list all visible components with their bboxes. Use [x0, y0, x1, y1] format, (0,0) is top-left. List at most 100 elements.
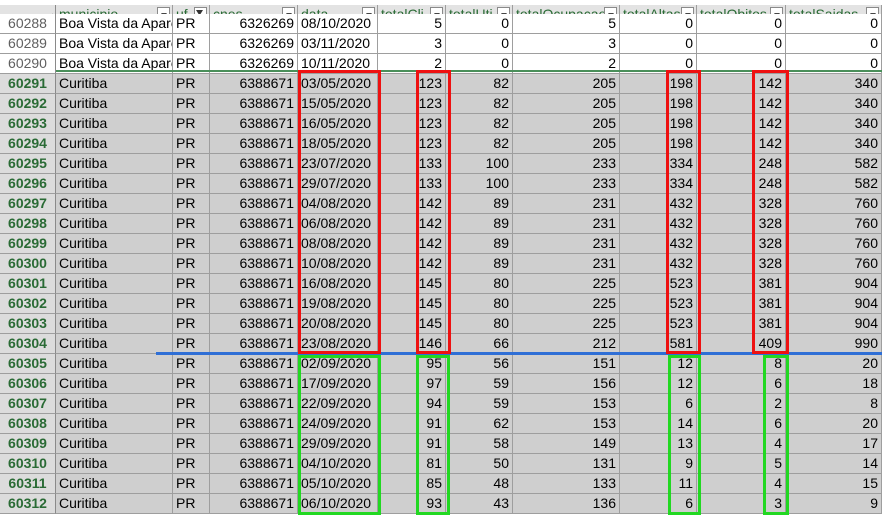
cell-municipio[interactable]: Boa Vista da Apare: [56, 14, 173, 34]
cell-totalAltas[interactable]: 12: [620, 374, 697, 394]
cell-totalObitos[interactable]: 0: [697, 34, 786, 54]
row-number[interactable]: 60312: [0, 494, 56, 514]
cell-totalCli[interactable]: 3: [378, 34, 446, 54]
row-number[interactable]: 60298: [0, 214, 56, 234]
row-number[interactable]: 60292: [0, 94, 56, 114]
row-number[interactable]: 60304: [0, 334, 56, 354]
row-number[interactable]: 60308: [0, 414, 56, 434]
cell-totalOcupacao[interactable]: 153: [513, 414, 620, 434]
cell-totalCli[interactable]: 5: [378, 14, 446, 34]
cell-totalOcupacao[interactable]: 233: [513, 174, 620, 194]
cell-totalCli[interactable]: 142: [378, 234, 446, 254]
cell-data[interactable]: 08/10/2020: [298, 14, 378, 34]
cell-totalUti[interactable]: 80: [446, 314, 513, 334]
cell-municipio[interactable]: Curitiba: [56, 474, 173, 494]
cell-totalAltas[interactable]: 523: [620, 314, 697, 334]
cell-cnes[interactable]: 6388671: [210, 214, 298, 234]
cell-totalSaidas[interactable]: 904: [786, 294, 882, 314]
cell-municipio[interactable]: Curitiba: [56, 314, 173, 334]
cell-uf[interactable]: PR: [173, 354, 210, 374]
cell-totalObitos[interactable]: 381: [697, 314, 786, 334]
cell-totalOcupacao[interactable]: 225: [513, 314, 620, 334]
cell-totalObitos[interactable]: 0: [697, 14, 786, 34]
cell-totalSaidas[interactable]: 990: [786, 334, 882, 354]
row-number[interactable]: 60290: [0, 54, 56, 74]
cell-totalCli[interactable]: 123: [378, 94, 446, 114]
cell-totalSaidas[interactable]: 760: [786, 194, 882, 214]
cell-municipio[interactable]: Curitiba: [56, 374, 173, 394]
cell-totalSaidas[interactable]: 340: [786, 114, 882, 134]
cell-totalCli[interactable]: 145: [378, 314, 446, 334]
cell-totalUti[interactable]: 43: [446, 494, 513, 514]
cell-data[interactable]: 02/09/2020: [298, 354, 378, 374]
cell-uf[interactable]: PR: [173, 454, 210, 474]
cell-totalSaidas[interactable]: 582: [786, 154, 882, 174]
row-number[interactable]: 60303: [0, 314, 56, 334]
cell-totalAltas[interactable]: 334: [620, 154, 697, 174]
cell-uf[interactable]: PR: [173, 474, 210, 494]
cell-municipio[interactable]: Curitiba: [56, 394, 173, 414]
cell-totalSaidas[interactable]: 0: [786, 14, 882, 34]
cell-totalSaidas[interactable]: 9: [786, 494, 882, 514]
cell-cnes[interactable]: 6388671: [210, 334, 298, 354]
row-number[interactable]: 60302: [0, 294, 56, 314]
cell-totalSaidas[interactable]: 760: [786, 234, 882, 254]
cell-totalAltas[interactable]: 14: [620, 414, 697, 434]
cell-uf[interactable]: PR: [173, 374, 210, 394]
cell-data[interactable]: 03/05/2020: [298, 74, 378, 94]
cell-totalUti[interactable]: 66: [446, 334, 513, 354]
cell-totalUti[interactable]: 82: [446, 114, 513, 134]
cell-totalAltas[interactable]: 9: [620, 454, 697, 474]
cell-cnes[interactable]: 6388671: [210, 94, 298, 114]
cell-totalAltas[interactable]: 523: [620, 274, 697, 294]
cell-data[interactable]: 29/07/2020: [298, 174, 378, 194]
cell-totalUti[interactable]: 89: [446, 254, 513, 274]
cell-totalAltas[interactable]: 0: [620, 54, 697, 74]
cell-uf[interactable]: PR: [173, 434, 210, 454]
cell-totalAltas[interactable]: 523: [620, 294, 697, 314]
cell-totalAltas[interactable]: 198: [620, 114, 697, 134]
row-number[interactable]: 60288: [0, 14, 56, 34]
cell-data[interactable]: 23/08/2020: [298, 334, 378, 354]
cell-municipio[interactable]: Curitiba: [56, 214, 173, 234]
cell-uf[interactable]: PR: [173, 74, 210, 94]
cell-data[interactable]: 06/08/2020: [298, 214, 378, 234]
cell-data[interactable]: 17/09/2020: [298, 374, 378, 394]
cell-municipio[interactable]: Curitiba: [56, 294, 173, 314]
cell-uf[interactable]: PR: [173, 394, 210, 414]
cell-totalCli[interactable]: 142: [378, 194, 446, 214]
cell-municipio[interactable]: Curitiba: [56, 354, 173, 374]
cell-totalCli[interactable]: 2: [378, 54, 446, 74]
cell-totalObitos[interactable]: 248: [697, 174, 786, 194]
cell-municipio[interactable]: Boa Vista da Apare: [56, 54, 173, 74]
cell-totalSaidas[interactable]: 18: [786, 374, 882, 394]
cell-uf[interactable]: PR: [173, 154, 210, 174]
cell-totalUti[interactable]: 62: [446, 414, 513, 434]
cell-cnes[interactable]: 6388671: [210, 394, 298, 414]
cell-totalCli[interactable]: 133: [378, 154, 446, 174]
cell-uf[interactable]: PR: [173, 234, 210, 254]
cell-totalAltas[interactable]: 6: [620, 494, 697, 514]
cell-totalAltas[interactable]: 334: [620, 174, 697, 194]
cell-uf[interactable]: PR: [173, 314, 210, 334]
cell-cnes[interactable]: 6388671: [210, 154, 298, 174]
cell-totalUti[interactable]: 82: [446, 74, 513, 94]
cell-totalOcupacao[interactable]: 149: [513, 434, 620, 454]
cell-cnes[interactable]: 6388671: [210, 434, 298, 454]
cell-totalObitos[interactable]: 8: [697, 354, 786, 374]
cell-totalUti[interactable]: 48: [446, 474, 513, 494]
cell-totalAltas[interactable]: 432: [620, 214, 697, 234]
cell-uf[interactable]: PR: [173, 174, 210, 194]
cell-totalCli[interactable]: 94: [378, 394, 446, 414]
cell-totalOcupacao[interactable]: 5: [513, 14, 620, 34]
cell-uf[interactable]: PR: [173, 54, 210, 74]
cell-totalOcupacao[interactable]: 225: [513, 294, 620, 314]
cell-totalUti[interactable]: 89: [446, 234, 513, 254]
cell-cnes[interactable]: 6388671: [210, 194, 298, 214]
cell-uf[interactable]: PR: [173, 254, 210, 274]
cell-totalCli[interactable]: 145: [378, 294, 446, 314]
row-number[interactable]: 60301: [0, 274, 56, 294]
row-number[interactable]: 60300: [0, 254, 56, 274]
cell-totalOcupacao[interactable]: 133: [513, 474, 620, 494]
cell-totalSaidas[interactable]: 340: [786, 134, 882, 154]
